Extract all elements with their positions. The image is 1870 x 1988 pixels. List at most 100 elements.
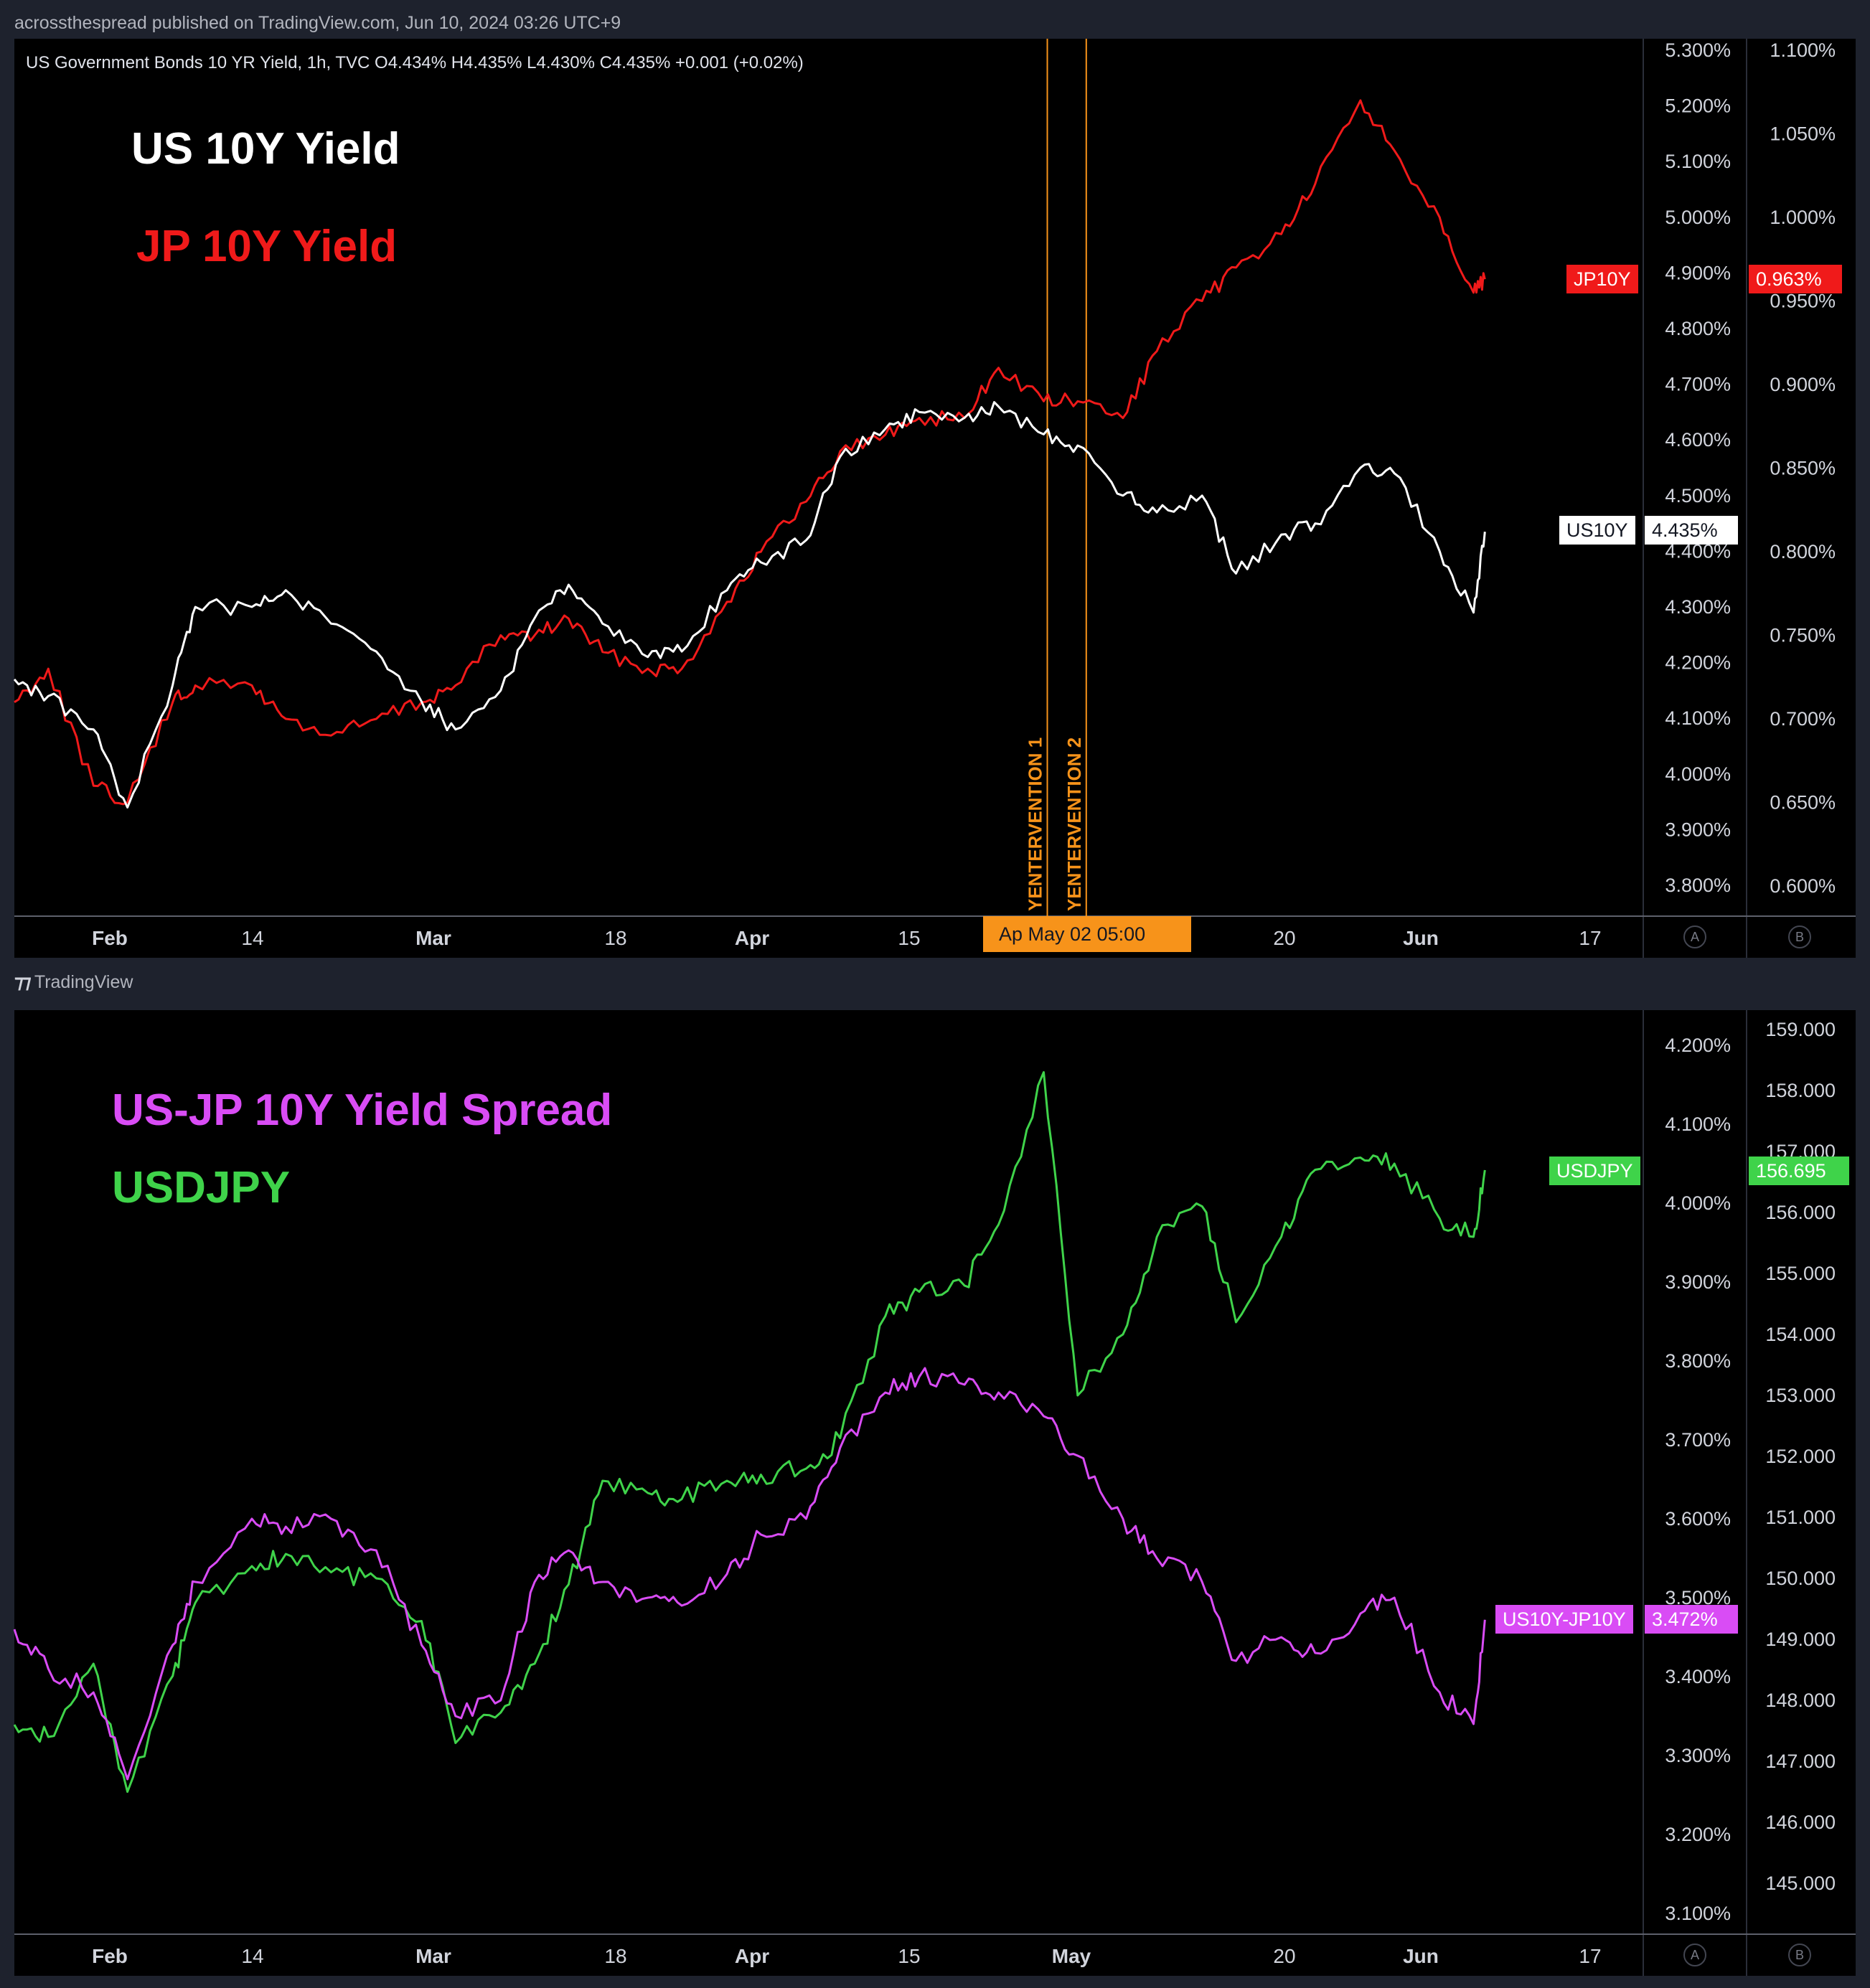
time-axis-label: Feb: [92, 1945, 128, 1967]
tag-us10y-value: 4.435%: [1645, 516, 1738, 545]
axis-b-tick-label: 149.000: [1765, 1629, 1836, 1650]
scale-a-button-label: A: [1691, 930, 1699, 944]
axis-b-tick-label: 151.000: [1765, 1507, 1836, 1528]
axis-a-tick-label: 4.100%: [1665, 1113, 1731, 1135]
axis-b-tick-label: 153.000: [1765, 1385, 1836, 1406]
axis-b-tick-label: 0.950%: [1770, 291, 1836, 312]
time-axis-label: May: [1052, 1945, 1091, 1967]
time-axis-label: Mar: [415, 927, 451, 949]
time-axis-label: 18: [604, 1945, 626, 1967]
time-axis-label: Apr: [735, 927, 769, 949]
axis-b-tick-label: 155.000: [1765, 1263, 1836, 1284]
axis-a-tick-label: 5.000%: [1665, 207, 1731, 228]
axis-b-tick-label: 0.600%: [1770, 875, 1836, 897]
top-chart-pane[interactable]: [14, 39, 1856, 916]
time-axis-label: 14: [241, 927, 263, 949]
tag-jp10y-name: JP10Y: [1566, 265, 1638, 293]
tag-us10y-name: US10Y: [1559, 516, 1635, 545]
axis-b-tick-label: 0.750%: [1770, 625, 1836, 646]
bottom-chart-pane[interactable]: [14, 1010, 1856, 1934]
axis-a-tick-label: 4.600%: [1665, 429, 1731, 451]
scale-b-button-label: B: [1795, 930, 1804, 944]
time-axis-label: Mar: [415, 1945, 451, 1967]
scale-a-button-label: A: [1691, 1948, 1699, 1962]
axis-a-tick-label: 5.200%: [1665, 95, 1731, 117]
axis-b-tick-label: 159.000: [1765, 1019, 1836, 1040]
axis-b-tick-label: 152.000: [1765, 1446, 1836, 1467]
axis-a-tick-label: 3.700%: [1665, 1429, 1731, 1451]
axis-a-tick-label: 4.200%: [1665, 652, 1731, 674]
axis-a-tick-label: 4.800%: [1665, 318, 1731, 339]
axis-a-tick-label: 5.100%: [1665, 151, 1731, 172]
axis-b-tick-label: 1.100%: [1770, 39, 1836, 61]
tag-jp10y-value: 0.963%: [1749, 265, 1842, 293]
tag-usdjpy-name: USDJPY: [1549, 1156, 1640, 1185]
series-usdjpy-line: [13, 1071, 1486, 1793]
axis-a-tick-label: 5.300%: [1665, 39, 1731, 61]
axis-b-tick-label: 148.000: [1765, 1690, 1836, 1711]
title-spread: US-JP 10Y Yield Spread: [112, 1085, 613, 1135]
scale-b-button[interactable]: [1788, 925, 1811, 948]
publish-header: acrossthespread published on TradingView…: [0, 0, 1870, 39]
axis-b-tick-label: 145.000: [1765, 1872, 1836, 1894]
axis-b-tick-label: 150.000: [1765, 1568, 1836, 1589]
axis-a-tick-label: 3.900%: [1665, 819, 1731, 840]
time-axis-label: 17: [1579, 1945, 1601, 1967]
axis-a-tick-label: 4.300%: [1665, 596, 1731, 618]
series-jp10y-line: [14, 99, 1486, 806]
time-axis-label: 15: [898, 927, 920, 949]
axis-b-tick-label: 154.000: [1765, 1324, 1836, 1345]
axis-a-tick-label: 3.400%: [1665, 1666, 1731, 1687]
scale-b-button-label: B: [1795, 1948, 1804, 1962]
time-axis-label: 15: [898, 1945, 920, 1967]
tradingview-logo-icon: ⁊⁊: [14, 971, 32, 992]
tag-spread-name: US10Y-JP10Y: [1495, 1605, 1633, 1634]
symbol-ohlc-legend[interactable]: US Government Bonds 10 YR Yield, 1h, TVC…: [26, 53, 804, 72]
time-axis-label: 14: [241, 1945, 263, 1967]
time-axis-label: 20: [1273, 927, 1295, 949]
time-axis-label: Jun: [1403, 927, 1439, 949]
title-us-10y: US 10Y Yield: [131, 124, 400, 174]
axis-a-tick-label: 3.800%: [1665, 1350, 1731, 1372]
intervention-1-label: YENTERVENTION 1: [1025, 738, 1046, 911]
tag-spread-value: 3.472%: [1645, 1605, 1738, 1634]
axis-a-tick-label: 3.800%: [1665, 875, 1731, 896]
scale-a-button[interactable]: [1683, 1944, 1706, 1966]
crosshair-time-label: Ap May 02 05:00: [983, 916, 1191, 952]
scale-a-button[interactable]: [1683, 925, 1706, 948]
intervention-2-label: YENTERVENTION 2: [1063, 738, 1085, 911]
axis-b-tick-label: 0.900%: [1770, 374, 1836, 395]
axis-b-tick-label: 147.000: [1765, 1751, 1836, 1772]
axis-b-tick-label: 0.800%: [1770, 541, 1836, 562]
axis-b-tick-label: 146.000: [1765, 1812, 1836, 1833]
time-axis-label: 17: [1579, 927, 1601, 949]
axis-a-tick-label: 4.000%: [1665, 1192, 1731, 1214]
published-line: acrossthespread published on TradingView…: [14, 13, 621, 33]
brand-label: TradingView: [34, 972, 133, 992]
top-time-axis[interactable]: [14, 916, 1856, 958]
scale-b-button[interactable]: [1788, 1944, 1811, 1966]
title-usdjpy: USDJPY: [112, 1163, 291, 1212]
axis-b-tick-label: 156.000: [1765, 1202, 1836, 1223]
tag-usdjpy-value: 156.695: [1749, 1156, 1849, 1185]
axis-b-tick-label: 0.850%: [1770, 458, 1836, 479]
series-spread-line: [13, 1367, 1486, 1781]
axis-b-tick-label: 0.650%: [1770, 792, 1836, 814]
time-axis-label: Jun: [1403, 1945, 1439, 1967]
time-axis-label: 20: [1273, 1945, 1295, 1967]
axis-a-tick-label: 3.900%: [1665, 1271, 1731, 1293]
tradingview-brand[interactable]: ⁊⁊ TradingView: [14, 971, 133, 993]
axis-a-tick-label: 4.500%: [1665, 485, 1731, 507]
bottom-time-axis[interactable]: [14, 1934, 1856, 1976]
time-axis-label: 18: [604, 927, 626, 949]
time-axis-label: Apr: [735, 1945, 769, 1967]
axis-a-tick-label: 4.100%: [1665, 707, 1731, 729]
axis-a-tick-label: 3.200%: [1665, 1824, 1731, 1845]
axis-b-tick-label: 158.000: [1765, 1080, 1836, 1101]
axis-a-tick-label: 4.700%: [1665, 374, 1731, 395]
axis-a-tick-label: 3.600%: [1665, 1508, 1731, 1530]
axis-a-tick-label: 4.000%: [1665, 763, 1731, 785]
axis-a-tick-label: 3.300%: [1665, 1745, 1731, 1766]
axis-a-tick-label: 4.900%: [1665, 262, 1731, 283]
